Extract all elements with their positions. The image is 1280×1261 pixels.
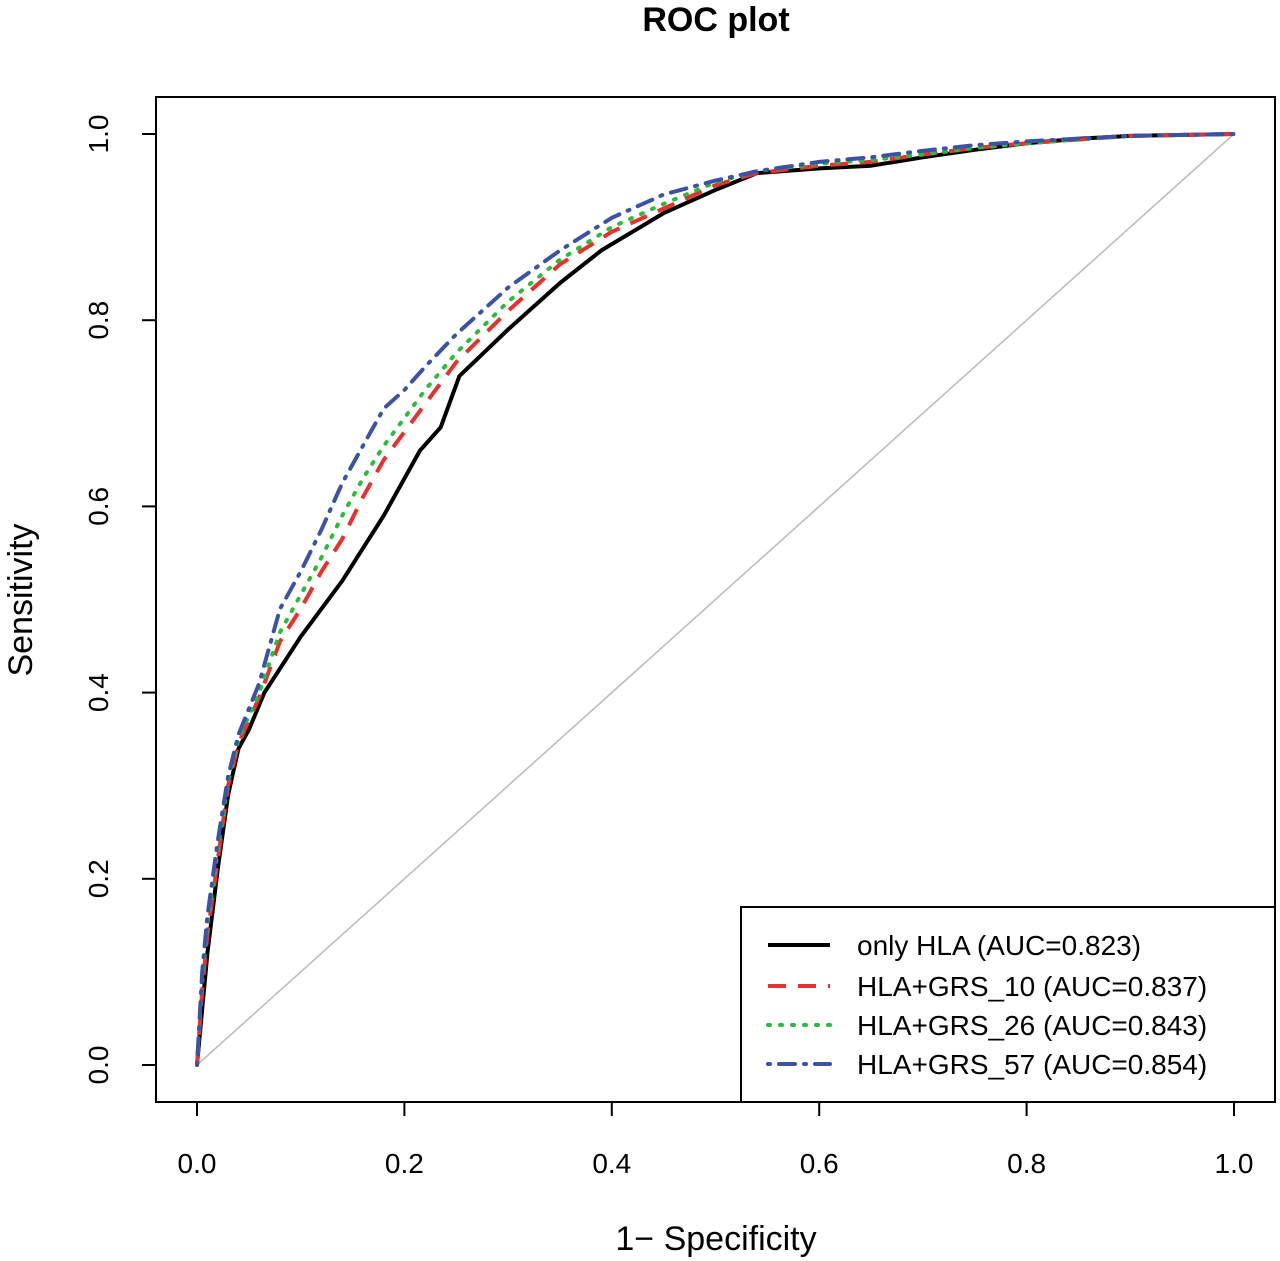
series-layer	[195, 132, 1236, 1067]
y-tick-label: 0.0	[83, 1046, 114, 1085]
plot-frame	[155, 96, 1276, 1103]
axis-ticks: 0.0 0.2 0.4 0.6 0.8 1.0 0.0 0.2 0.4 0.6 0.8 1.0	[83, 115, 1253, 1179]
x-tick-label: 0.4	[592, 1148, 631, 1179]
x-tick-label: 0.2	[385, 1148, 424, 1179]
y-tick-label: 1.0	[83, 115, 114, 154]
diagonal-reference-line	[196, 133, 1235, 1066]
x-tick-label: 0.0	[178, 1148, 217, 1179]
roc-series-line-4	[195, 132, 1236, 1067]
legend: only HLA (AUC=0.823) HLA+GRS_10 (AUC=0.83…	[740, 906, 1276, 1103]
legend-label-4: HLA+GRS_57 (AUC=0.854)	[857, 1049, 1207, 1080]
legend-label-3: HLA+GRS_26 (AUC=0.843)	[857, 1010, 1207, 1041]
x-tick-label: 0.6	[800, 1148, 839, 1179]
chart-title: ROC plot	[642, 1, 789, 39]
roc-series-line-2	[195, 132, 1235, 1066]
legend-box	[740, 906, 1276, 1103]
x-tick-label: 1.0	[1215, 1148, 1254, 1179]
legend-items: only HLA (AUC=0.823) HLA+GRS_10 (AUC=0.83…	[766, 930, 1207, 1080]
legend-label-2: HLA+GRS_10 (AUC=0.837)	[857, 971, 1207, 1002]
y-tick-label: 0.6	[83, 487, 114, 526]
y-tick-label: 0.8	[83, 301, 114, 340]
x-axis-title: 1− Specificity	[615, 1220, 816, 1258]
y-tick-label: 0.4	[83, 673, 114, 712]
y-axis-title: Sensitivity	[2, 523, 40, 676]
y-tick-label: 0.2	[83, 859, 114, 898]
reference-line-layer	[196, 133, 1235, 1066]
x-tick-label: 0.8	[1007, 1148, 1046, 1179]
legend-label-1: only HLA (AUC=0.823)	[857, 930, 1141, 961]
